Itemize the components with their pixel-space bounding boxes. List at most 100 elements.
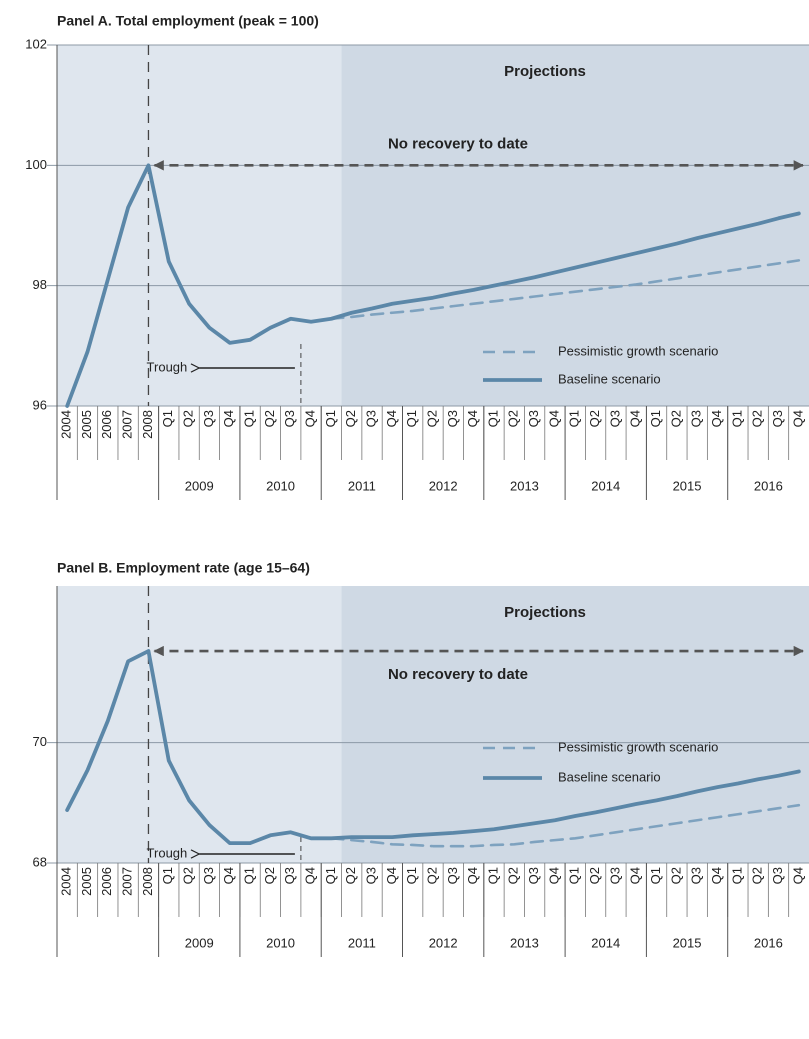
year-label: 2009 [185,478,214,493]
y-tick-label: 98 [33,277,47,292]
x-tick-label: Q2 [750,410,765,427]
x-tick-label: 2007 [120,867,135,896]
x-tick-label: Q4 [628,410,643,427]
x-tick-label: Q2 [587,867,602,884]
x-tick-label: Q1 [567,410,582,427]
year-label: 2015 [673,935,702,950]
x-tick-label: 2004 [59,410,74,439]
x-tick-label: Q4 [465,410,480,427]
x-tick-label: 2005 [79,410,94,439]
panel-title: Panel B. Employment rate (age 15–64) [57,560,310,576]
x-tick-label: 2007 [120,410,135,439]
x-tick-label: Q1 [160,867,175,884]
x-tick-label: 2004 [59,867,74,896]
x-tick-label: 2006 [99,867,114,896]
x-tick-label: Q4 [709,867,724,884]
x-tick-label: Q4 [221,410,236,427]
x-tick-label: Q3 [363,867,378,884]
x-tick-label: Q3 [770,410,785,427]
x-tick-label: 2006 [99,410,114,439]
trough-label: Trough [147,359,188,374]
y-tick-label: 100 [25,157,47,172]
projection-background [341,586,809,863]
x-tick-label: Q3 [201,867,216,884]
x-tick-label: Q3 [689,410,704,427]
x-tick-label: Q4 [465,867,480,884]
x-tick-label: Q3 [282,410,297,427]
x-tick-label: Q2 [181,410,196,427]
x-tick-label: Q4 [384,867,399,884]
panel-title: Panel A. Total employment (peak = 100) [57,13,319,29]
x-tick-label: 2008 [140,867,155,896]
series-line [330,803,801,848]
x-tick-label: Q2 [343,410,358,427]
x-tick-label: Q2 [181,867,196,884]
x-tick-label: Q1 [160,410,175,427]
x-tick-label: Q3 [445,410,460,427]
x-tick-label: Q3 [201,410,216,427]
year-label: 2012 [429,935,458,950]
x-tick-label: Q1 [404,410,419,427]
x-tick-label: Q1 [323,410,338,427]
x-tick-label: Q2 [424,867,439,884]
y-tick-label: 68 [33,854,47,869]
projection-background [341,45,809,406]
year-label: 2010 [266,935,295,950]
year-label: 2013 [510,935,539,950]
year-label: 2015 [673,478,702,493]
x-tick-label: Q1 [648,867,663,884]
x-tick-label: Q4 [546,410,561,427]
x-tick-label: Q4 [709,410,724,427]
series-line [65,649,801,846]
x-tick-label: Q3 [445,867,460,884]
x-tick-label: Q2 [668,867,683,884]
series-line [330,259,801,321]
x-tick-label: Q2 [587,410,602,427]
x-tick-label: Q3 [526,410,541,427]
x-tick-label: Q3 [770,867,785,884]
year-label: 2013 [510,478,539,493]
plot-background [57,45,342,406]
year-label: 2016 [754,478,783,493]
x-tick-label: Q4 [628,867,643,884]
x-tick-label: Q3 [282,867,297,884]
x-tick-label: Q4 [302,410,317,427]
year-label: 2014 [591,478,620,493]
y-tick-label: 96 [33,397,47,412]
no-recovery-label: No recovery to date [388,135,528,152]
y-tick-label: 102 [25,36,47,51]
x-tick-label: Q1 [485,410,500,427]
projections-label: Projections [504,604,586,621]
x-tick-label: Q1 [323,867,338,884]
year-label: 2011 [348,478,376,493]
x-tick-label: Q3 [689,867,704,884]
x-tick-label: Q2 [506,867,521,884]
x-tick-label: Q1 [404,867,419,884]
legend-label: Baseline scenario [558,769,661,784]
x-tick-label: Q2 [506,410,521,427]
x-tick-label: Q2 [750,867,765,884]
x-tick-label: Q4 [221,867,236,884]
x-tick-label: Q3 [607,410,622,427]
x-tick-label: Q1 [242,867,257,884]
x-tick-label: Q2 [262,867,277,884]
x-tick-label: Q3 [607,867,622,884]
y-tick-label: 70 [33,734,47,749]
year-label: 2011 [348,935,376,950]
no-recovery-label: No recovery to date [388,666,528,683]
x-tick-label: Q4 [546,867,561,884]
legend-label: Pessimistic growth scenario [558,343,718,358]
x-tick-label: Q1 [729,867,744,884]
x-tick-label: Q4 [302,867,317,884]
year-label: 2016 [754,935,783,950]
x-tick-label: Q1 [729,410,744,427]
x-tick-label: Q2 [668,410,683,427]
x-tick-label: Q1 [485,867,500,884]
x-tick-label: Q2 [424,410,439,427]
x-tick-label: Q4 [384,410,399,427]
projections-label: Projections [504,63,586,80]
year-label: 2010 [266,478,295,493]
x-tick-label: Q4 [790,410,805,427]
x-tick-label: Q4 [790,867,805,884]
